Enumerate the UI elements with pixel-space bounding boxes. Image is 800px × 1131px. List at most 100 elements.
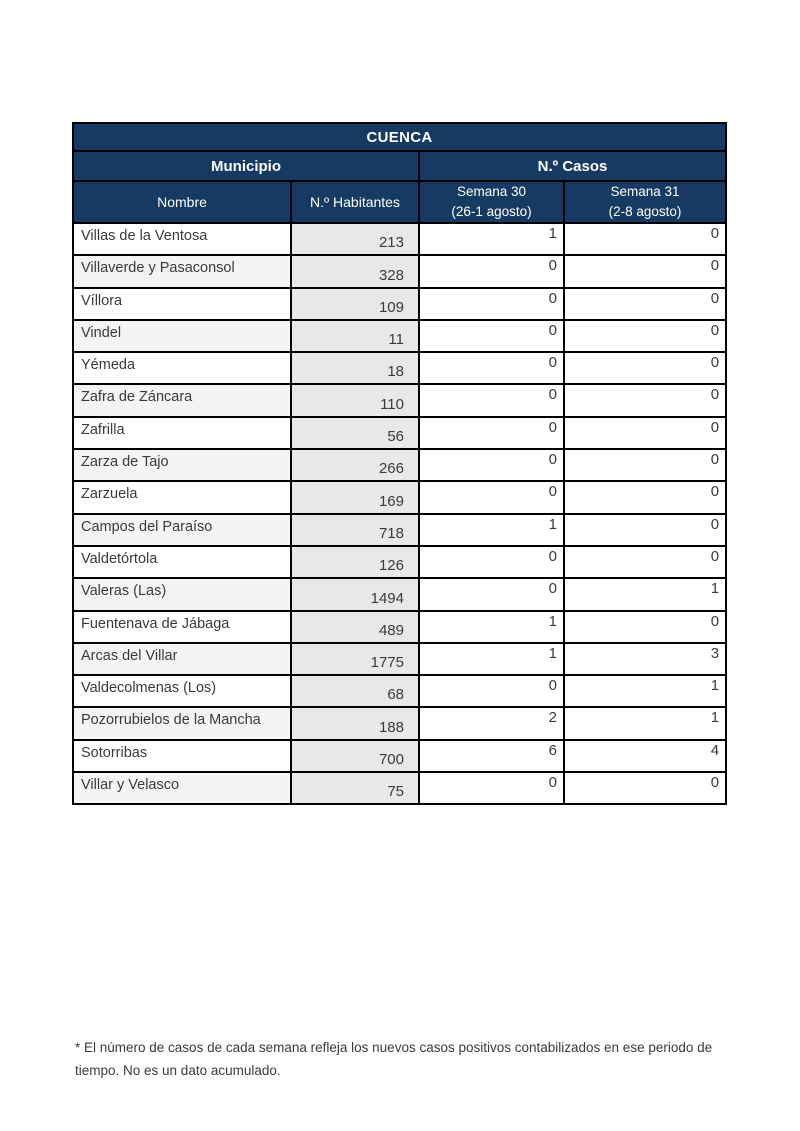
- semana30-cases-cell: 0: [418, 415, 565, 451]
- semana30-cases-cell: 0: [418, 577, 565, 612]
- habitantes-cell: 169: [290, 480, 420, 515]
- semana30-cases-cell: 0: [418, 771, 565, 806]
- municipality-name-cell: Valdetórtola: [72, 544, 292, 580]
- semana31-cases-cell: 0: [562, 254, 728, 289]
- semana30-cases-cell: 0: [418, 674, 565, 709]
- semana31-cases-cell: 0: [562, 512, 728, 547]
- municipality-name-cell: Campos del Paraíso: [72, 512, 292, 547]
- semana30-cases-cell: 1: [418, 641, 565, 677]
- table-row: Vindel 11 0 0: [72, 318, 728, 354]
- semana31-cases-cell: 0: [562, 609, 728, 644]
- habitantes-cell: 18: [290, 351, 420, 386]
- habitantes-cell: 718: [290, 512, 420, 547]
- municipality-name-cell: Víllora: [72, 286, 292, 321]
- semana30-cases-cell: 2: [418, 706, 565, 741]
- semana31-label: Semana 31: [610, 184, 680, 200]
- semana30-cases-cell: 0: [418, 448, 565, 483]
- municipality-name-cell: Valeras (Las): [72, 577, 292, 612]
- semana30-cases-cell: 1: [418, 609, 565, 644]
- semana30-cases-cell: 0: [418, 480, 565, 515]
- column-header-habitantes: N.º Habitantes: [290, 180, 420, 224]
- column-header-nombre: Nombre: [72, 180, 292, 224]
- municipality-name-cell: Valdecolmenas (Los): [72, 674, 292, 709]
- semana30-cases-cell: 1: [418, 221, 565, 257]
- semana30-cases-cell: 0: [418, 383, 565, 418]
- group-header-row: Municipio N.º Casos: [72, 150, 728, 182]
- table-row: Zafrilla 56 0 0: [72, 415, 728, 451]
- table-row: Campos del Paraíso 718 1 0: [72, 512, 728, 547]
- semana31-cases-cell: 1: [562, 674, 728, 709]
- habitantes-cell: 109: [290, 286, 420, 321]
- semana30-cases-cell: 0: [418, 318, 565, 354]
- habitantes-cell: 11: [290, 318, 420, 354]
- municipality-name-cell: Vindel: [72, 318, 292, 354]
- footnote: * El número de casos de cada semana refl…: [75, 1040, 713, 1078]
- table-row: Villaverde y Pasaconsol 328 0 0: [72, 254, 728, 289]
- municipality-name-cell: Pozorrubielos de la Mancha: [72, 706, 292, 741]
- semana30-label: Semana 30: [456, 184, 527, 200]
- municipality-name-cell: Yémeda: [72, 351, 292, 386]
- table-title: CUENCA: [71, 122, 728, 152]
- habitantes-cell: 1775: [290, 641, 420, 677]
- table-row: Valeras (Las) 1494 0 1: [72, 577, 728, 612]
- municipality-name-cell: Arcas del Villar: [72, 641, 292, 677]
- habitantes-cell: 68: [290, 674, 420, 709]
- semana31-cases-cell: 0: [562, 415, 728, 451]
- municipality-name-cell: Sotorribas: [72, 738, 292, 774]
- semana31-cases-cell: 0: [562, 221, 728, 257]
- table-row: Víllora 109 0 0: [72, 286, 728, 321]
- table-row: Fuentenava de Jábaga 489 1 0: [72, 609, 728, 644]
- municipality-name-cell: Villaverde y Pasaconsol: [72, 254, 292, 289]
- semana31-cases-cell: 1: [562, 577, 728, 612]
- habitantes-cell: 1494: [290, 577, 420, 612]
- municipality-name-cell: Zarza de Tajo: [72, 448, 292, 483]
- table-title-row: CUENCA: [71, 122, 728, 152]
- table-row: Zarzuela 169 0 0: [72, 480, 728, 515]
- table-row: Arcas del Villar 1775 1 3: [72, 641, 728, 677]
- column-header-row: Nombre N.º Habitantes Semana 30 (26-1 ag…: [72, 180, 728, 224]
- semana30-cases-cell: 0: [418, 351, 565, 386]
- semana31-cases-cell: 0: [562, 318, 728, 354]
- semana31-cases-cell: 0: [562, 383, 728, 418]
- semana31-cases-cell: 0: [562, 544, 728, 580]
- table-row: Valdetórtola 126 0 0: [72, 544, 728, 580]
- municipality-name-cell: Villas de la Ventosa: [72, 221, 292, 257]
- semana31-cases-cell: 0: [562, 448, 728, 483]
- semana30-cases-cell: 1: [418, 512, 565, 547]
- semana30-cases-cell: 0: [418, 286, 565, 321]
- habitantes-cell: 489: [290, 609, 420, 644]
- column-header-semana31: Semana 31 (2-8 agosto): [562, 180, 728, 224]
- table-row: Sotorribas 700 6 4: [72, 738, 728, 774]
- habitantes-cell: 75: [290, 771, 420, 806]
- semana31-cases-cell: 3: [562, 641, 728, 677]
- table-body: Villas de la Ventosa 213 1 0 Villaverde …: [72, 221, 728, 806]
- table-row: Pozorrubielos de la Mancha 188 2 1: [72, 706, 728, 741]
- habitantes-cell: 213: [290, 221, 420, 257]
- table-row: Valdecolmenas (Los) 68 0 1: [72, 674, 728, 709]
- semana31-cases-cell: 4: [562, 738, 728, 774]
- habitantes-cell: 328: [290, 254, 420, 289]
- group-header-casos: N.º Casos: [417, 150, 728, 182]
- semana30-cases-cell: 6: [418, 738, 565, 774]
- habitantes-cell: 188: [290, 706, 420, 741]
- table-row: Villas de la Ventosa 213 1 0: [72, 221, 728, 257]
- habitantes-cell: 110: [290, 383, 420, 418]
- table-row: Villar y Velasco 75 0 0: [72, 771, 728, 806]
- table-row: Zafra de Záncara 110 0 0: [72, 383, 728, 418]
- semana31-cases-cell: 0: [562, 480, 728, 515]
- cuenca-cases-table: CUENCA Municipio N.º Casos Nombre N.º Ha…: [71, 122, 728, 806]
- habitantes-cell: 56: [290, 415, 420, 451]
- semana30-cases-cell: 0: [418, 254, 565, 289]
- municipality-name-cell: Villar y Velasco: [72, 771, 292, 806]
- habitantes-cell: 126: [290, 544, 420, 580]
- group-header-municipio: Municipio: [72, 150, 420, 182]
- semana31-cases-cell: 0: [562, 286, 728, 321]
- semana30-dates: (26-1 agosto): [451, 204, 532, 219]
- semana31-cases-cell: 0: [562, 771, 728, 806]
- table-row: Zarza de Tajo 266 0 0: [72, 448, 728, 483]
- table-row: Yémeda 18 0 0: [72, 351, 728, 386]
- municipality-name-cell: Zafrilla: [72, 415, 292, 451]
- semana31-cases-cell: 1: [562, 706, 728, 741]
- municipality-name-cell: Zarzuela: [72, 480, 292, 515]
- habitantes-cell: 266: [290, 448, 420, 483]
